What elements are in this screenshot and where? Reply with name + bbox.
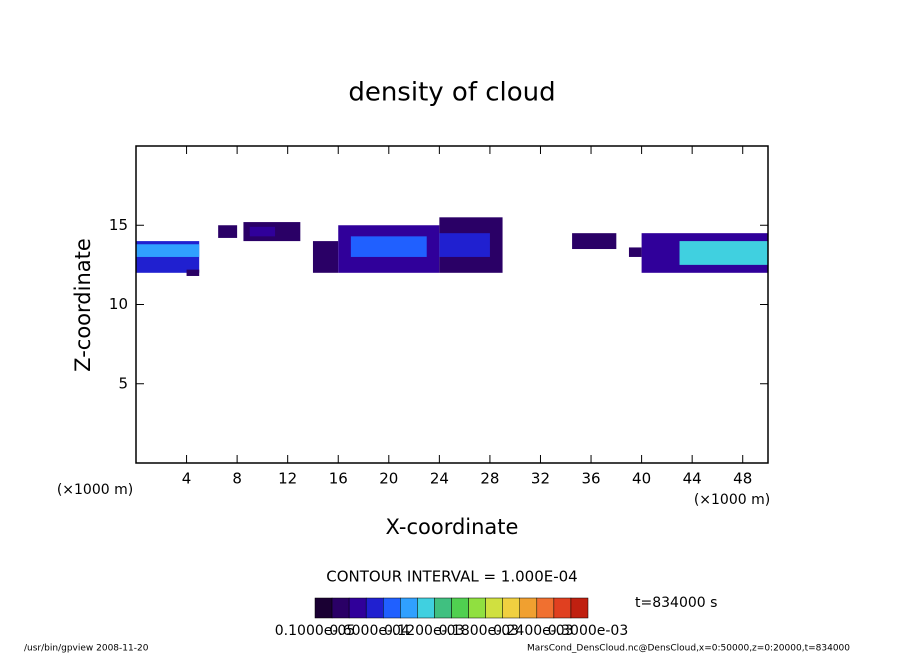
colorbar-box (570, 597, 589, 619)
x-tick-label: 40 (632, 470, 651, 488)
cloud-cell (186, 269, 200, 276)
x-tick-label: 32 (531, 470, 550, 488)
cloud-cell (679, 241, 768, 265)
x-tick-label: 24 (430, 470, 449, 488)
cloud-cell (249, 226, 276, 237)
x-tick-label: 4 (182, 470, 192, 488)
colorbar-box (331, 597, 350, 619)
colorbar-label: 0.6000e-04 (329, 623, 410, 639)
chart-title: density of cloud (348, 78, 555, 108)
y-tick-label: 10 (109, 295, 128, 313)
footer-left: /usr/bin/gpview 2008-11-20 (24, 644, 149, 654)
colorbar-box (451, 597, 469, 619)
colorbar-box (400, 597, 418, 619)
colorbar-label: 0.3000e-03 (548, 623, 628, 639)
x-tick-label: 8 (232, 470, 242, 488)
colorbar-box (536, 597, 555, 619)
x-tick-label: 44 (683, 470, 702, 488)
cloud-cell (218, 225, 238, 238)
cloud-cell (572, 233, 617, 250)
colorbar-box (383, 597, 401, 619)
colorbar-box (314, 597, 333, 619)
colorbar-label: 0.1800e-03 (439, 623, 519, 639)
colorbar-label: 0.2400e-03 (493, 623, 573, 639)
time-label: t=834000 s (635, 595, 717, 611)
x-tick-label: 48 (733, 470, 752, 488)
cloud-cell (350, 236, 427, 257)
x-tick-label: 36 (581, 470, 600, 488)
x-axis-label: X-coordinate (386, 515, 519, 539)
y-unit: (×1000 m) (57, 482, 133, 498)
colorbar-box (348, 597, 367, 619)
colorbar-box (485, 597, 503, 619)
y-tick-label: 5 (118, 374, 128, 392)
colorbar-label: 0.1000e-05 (275, 623, 355, 639)
y-axis-label: Z-coordinate (71, 238, 95, 372)
colorbar-box (365, 597, 384, 619)
colorbar-box (502, 597, 520, 619)
cloud-cell (439, 233, 490, 257)
colorbar-box (468, 597, 486, 619)
y-tick-label: 15 (109, 216, 128, 234)
contour-interval: CONTOUR INTERVAL = 1.000E-04 (326, 568, 577, 586)
colorbar-box (434, 597, 452, 619)
x-tick-label: 20 (379, 470, 398, 488)
cloud-cell (312, 241, 339, 273)
cloud-cell (136, 244, 200, 257)
cloud-cell (628, 247, 642, 257)
x-tick-label: 16 (329, 470, 348, 488)
colorbar-box (519, 597, 538, 619)
colorbar-box (417, 597, 435, 619)
x-tick-label: 12 (278, 470, 297, 488)
footer-right: MarsCond_DensCloud.nc@DensCloud,x=0:5000… (527, 644, 850, 654)
x-unit: (×1000 m) (694, 492, 770, 508)
colorbar-label: 0.1200e-03 (384, 623, 464, 639)
colorbar-box (553, 597, 572, 619)
x-tick-label: 28 (480, 470, 499, 488)
